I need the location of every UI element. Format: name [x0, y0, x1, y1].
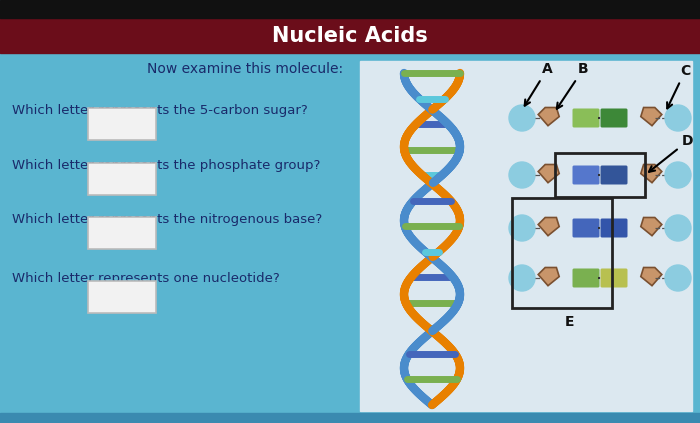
- FancyBboxPatch shape: [573, 219, 599, 237]
- FancyBboxPatch shape: [88, 163, 156, 195]
- Circle shape: [509, 105, 535, 131]
- Text: Nucleic Acids: Nucleic Acids: [272, 26, 428, 46]
- FancyBboxPatch shape: [88, 108, 156, 140]
- Text: E: E: [566, 315, 575, 329]
- Bar: [0, 53, 700, 423]
- Bar: [0, 18, 700, 53]
- Circle shape: [665, 215, 691, 241]
- Text: Which letter represents the nitrogenous base?: Which letter represents the nitrogenous …: [12, 212, 322, 225]
- Polygon shape: [538, 165, 559, 183]
- Bar: [512, 198, 612, 308]
- Bar: [360, 61, 692, 411]
- Circle shape: [665, 162, 691, 188]
- Circle shape: [665, 105, 691, 131]
- Text: C: C: [667, 64, 690, 108]
- FancyBboxPatch shape: [601, 109, 627, 127]
- Text: Which letter represents the phosphate group?: Which letter represents the phosphate gr…: [12, 159, 321, 171]
- Polygon shape: [538, 267, 559, 286]
- Polygon shape: [640, 165, 661, 183]
- Text: Now examine this molecule:: Now examine this molecule:: [147, 62, 343, 76]
- Text: Which letter represents the 5-carbon sugar?: Which letter represents the 5-carbon sug…: [12, 104, 308, 116]
- FancyBboxPatch shape: [88, 217, 156, 249]
- Polygon shape: [538, 217, 559, 236]
- Polygon shape: [640, 107, 661, 126]
- FancyBboxPatch shape: [601, 269, 627, 288]
- Circle shape: [509, 215, 535, 241]
- Polygon shape: [640, 217, 661, 236]
- Bar: [0, 0, 700, 18]
- Text: Which letter represents one nucleotide?: Which letter represents one nucleotide?: [12, 272, 280, 285]
- Circle shape: [509, 162, 535, 188]
- FancyBboxPatch shape: [601, 165, 627, 184]
- Polygon shape: [640, 267, 661, 286]
- Circle shape: [665, 265, 691, 291]
- FancyBboxPatch shape: [573, 269, 599, 288]
- FancyBboxPatch shape: [601, 219, 627, 237]
- Bar: [555, 153, 645, 197]
- Text: B: B: [556, 62, 589, 109]
- Bar: [0, 413, 700, 423]
- FancyBboxPatch shape: [573, 109, 599, 127]
- Circle shape: [509, 265, 535, 291]
- FancyBboxPatch shape: [88, 281, 156, 313]
- Polygon shape: [538, 107, 559, 126]
- Text: D: D: [649, 134, 694, 172]
- FancyBboxPatch shape: [573, 165, 599, 184]
- Text: A: A: [525, 62, 553, 106]
